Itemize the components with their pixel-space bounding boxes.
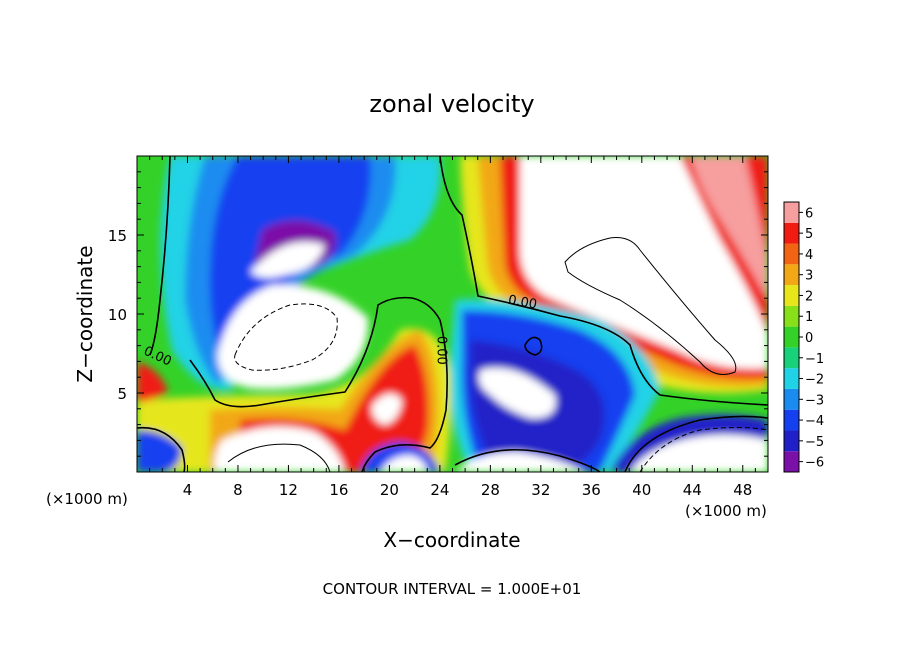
colorbar-swatch bbox=[784, 326, 799, 348]
field-region-white-low4 bbox=[455, 451, 585, 472]
x-tick-label: 48 bbox=[733, 481, 752, 499]
y-tick-label: 10 bbox=[108, 306, 127, 324]
x-tick-label: 12 bbox=[279, 481, 298, 499]
colorbar-swatch bbox=[784, 430, 799, 452]
field-region-white-topright bbox=[690, 156, 768, 300]
contour-pos10-right bbox=[564, 237, 737, 375]
colorbar-swatch bbox=[784, 264, 799, 286]
colorbar-label: −2 bbox=[805, 373, 824, 388]
x-tick-label: 24 bbox=[430, 481, 449, 499]
colorbar-label: 3 bbox=[805, 269, 813, 284]
zero-contours bbox=[137, 156, 768, 472]
x-tick-label: 20 bbox=[380, 481, 399, 499]
colorbar-label: 0 bbox=[805, 331, 813, 346]
field-region-white-mid bbox=[478, 367, 556, 419]
contour-pos10-low bbox=[227, 443, 331, 472]
x-axis-label: X−coordinate bbox=[383, 528, 520, 552]
contour-zero-left bbox=[149, 156, 171, 356]
field-region-white-botright bbox=[620, 429, 768, 472]
colorbar-swatch bbox=[784, 368, 799, 389]
contour-interval-note: CONTOUR INTERVAL = 1.000E+01 bbox=[323, 580, 582, 598]
y-axis-label: Z−coordinate bbox=[73, 245, 97, 382]
colorbar-swatch bbox=[784, 222, 799, 244]
contour-neg10-botright bbox=[639, 427, 768, 472]
y-axis: 5 10 15 bbox=[108, 171, 768, 457]
field-region-white-low2 bbox=[214, 426, 345, 472]
y-tick-label: 15 bbox=[108, 227, 127, 245]
x-tick-label: 8 bbox=[233, 481, 243, 499]
x-tick-label: 16 bbox=[329, 481, 348, 499]
contour-label: 0.00 bbox=[433, 336, 448, 365]
colorbar-label: 5 bbox=[805, 227, 813, 242]
colorbar-label: −3 bbox=[805, 393, 824, 408]
heatmap-field bbox=[137, 156, 768, 472]
field-region-red-left bbox=[137, 362, 168, 402]
field-region-white-low1 bbox=[371, 393, 402, 425]
x-tick-label: 28 bbox=[481, 481, 500, 499]
x-unit-right: (×1000 m) bbox=[685, 502, 767, 520]
field-region-white-large bbox=[217, 284, 369, 389]
chart-title: zonal velocity bbox=[369, 90, 534, 118]
field-region-white-top bbox=[250, 241, 325, 278]
colorbar-label: 6 bbox=[805, 206, 813, 221]
contour-zero-low bbox=[454, 448, 601, 472]
colorbar: −6 −5 −4 −3 −2 −1 0 1 2 3 4 5 6 bbox=[783, 201, 824, 473]
x-unit-left: (×1000 m) bbox=[46, 490, 128, 508]
x-tick-label: 32 bbox=[531, 481, 550, 499]
colorbar-swatch bbox=[784, 388, 799, 410]
contour-label-group: 0.00 0.000.00 bbox=[141, 293, 538, 370]
field-region-white-right bbox=[520, 156, 768, 369]
field-region-white-low3 bbox=[380, 455, 428, 472]
contour-label: 0.00 bbox=[507, 293, 538, 313]
colorbar-label: −6 bbox=[805, 456, 824, 471]
x-axis: 4 8 12 16 20 24 28 32 36 40 44 48 bbox=[149, 156, 756, 499]
colorbar-label: −1 bbox=[805, 352, 824, 367]
colorbar-swatch bbox=[784, 451, 799, 472]
colorbar-swatch bbox=[784, 347, 799, 369]
x-tick-label: 44 bbox=[683, 481, 702, 499]
contour-zero-small bbox=[524, 336, 543, 356]
colorbar-label: 4 bbox=[805, 248, 813, 263]
contour-zero-left-edge bbox=[137, 426, 186, 472]
x-tick-label: 36 bbox=[582, 481, 601, 499]
contour-zero-right-low bbox=[624, 415, 768, 472]
colorbar-swatch bbox=[784, 202, 799, 223]
colorbar-swatch bbox=[784, 305, 799, 327]
colorbar-label: 1 bbox=[805, 310, 813, 325]
contour-zero-center bbox=[361, 319, 448, 472]
contour-zero-upper bbox=[439, 156, 768, 406]
colorbar-label: −4 bbox=[805, 414, 824, 429]
colorbar-swatch bbox=[784, 409, 799, 431]
x-tick-label: 4 bbox=[183, 481, 193, 499]
contour-neg10-left bbox=[234, 303, 338, 371]
field-region-blue-botright bbox=[610, 414, 768, 472]
y-tick-label: 5 bbox=[117, 385, 127, 403]
colorbar-label: −5 bbox=[805, 435, 824, 450]
colorbar-swatch bbox=[784, 243, 799, 265]
colorbar-label: 2 bbox=[805, 289, 813, 304]
contour-zero-left-low bbox=[189, 296, 441, 408]
colorbar-swatch bbox=[784, 285, 799, 306]
x-tick-label: 40 bbox=[632, 481, 651, 499]
field-region-blue-left bbox=[137, 430, 182, 472]
